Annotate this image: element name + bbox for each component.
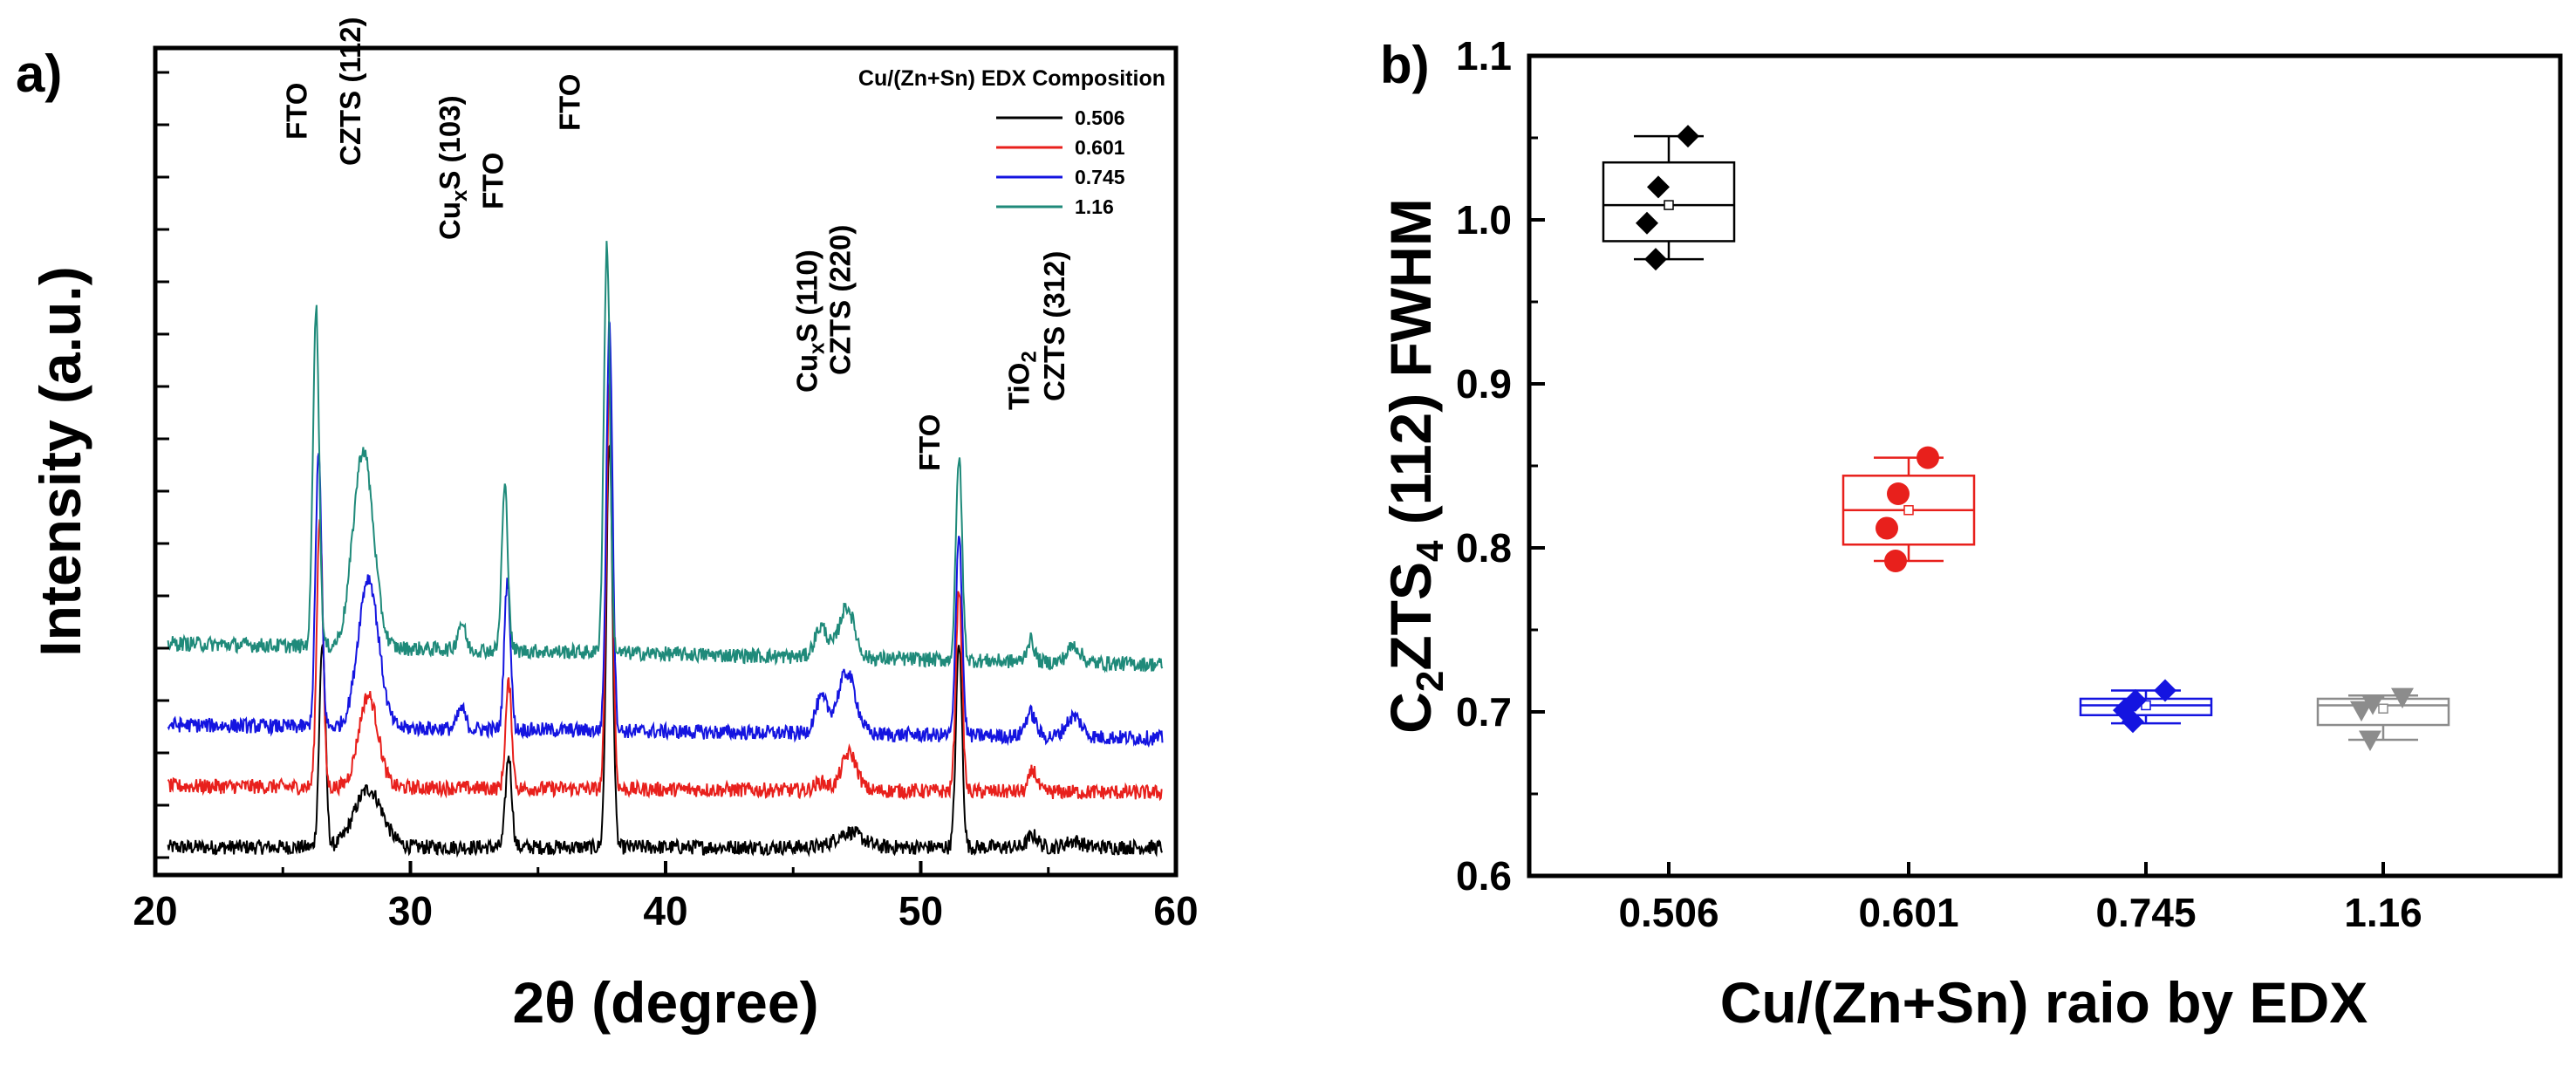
- x-tick-label: 0.601: [1858, 890, 1958, 935]
- peak-label: FTO: [553, 74, 585, 131]
- x-tick-label: 30: [388, 888, 433, 933]
- peak-label: TiO2: [1002, 351, 1041, 410]
- box-mean: [1664, 200, 1674, 210]
- legend-label: 0.506: [1075, 106, 1125, 129]
- peak-label: FTO: [281, 83, 313, 140]
- panel-a-y-axis: [155, 71, 169, 859]
- box-iqr: [1602, 161, 1736, 243]
- peak-label: CZTS (112): [334, 17, 366, 166]
- panel-b-frame: [1527, 53, 2563, 878]
- y-tick-label: 0.9: [1456, 361, 1512, 407]
- x-tick-label: 0.506: [1618, 890, 1718, 935]
- data-point: [2122, 710, 2144, 734]
- x-tick-label: 40: [643, 888, 687, 933]
- legend-label: 1.16: [1075, 195, 1114, 218]
- peak-label: CZTS (312): [1038, 251, 1070, 401]
- data-point: [2361, 694, 2384, 715]
- panel-a-y-axis-title: Intensity (a.u.): [28, 266, 92, 656]
- data-point: [2359, 730, 2381, 751]
- data-point: [1677, 125, 1699, 148]
- panel-b-y-axis: 0.6 0.7 0.8 0.9 1.0 1.1: [1456, 33, 1545, 899]
- data-point: [1884, 550, 1907, 573]
- peak-label: CuxS (103): [434, 95, 472, 240]
- x-tick-label: 60: [1153, 888, 1198, 933]
- data-point: [1636, 211, 1658, 235]
- box-group-0.745: [2079, 679, 2213, 734]
- box-group-1.16: [2316, 687, 2450, 751]
- peak-label: CuxS (110): [791, 250, 830, 393]
- panel-a-x-axis-title: 2θ (degree): [512, 970, 818, 1035]
- box-group-0.601: [1841, 446, 1976, 573]
- xrd-series-line-0.506: [167, 443, 1164, 858]
- box-mean: [2378, 703, 2388, 714]
- data-point: [1647, 175, 1670, 199]
- panel-b-x-axis-title: Cu/(Zn+Sn) raio by EDX: [1720, 970, 2368, 1035]
- panel-a-series-group: [167, 241, 1164, 858]
- panel-a-xrd-chart: a) 20 30 40 50 60 FTO CZTS (112)CuxS (103) FTO…: [16, 17, 1199, 1035]
- panel-a-frame: [153, 45, 1179, 878]
- legend-title: Cu/(Zn+Sn) EDX Composition: [858, 66, 1165, 91]
- data-point: [2350, 701, 2373, 722]
- data-point: [1876, 516, 1898, 540]
- x-tick-label: 0.745: [2095, 890, 2196, 935]
- panel-b-boxes-group: [1602, 125, 2450, 751]
- peak-label: FTO: [913, 414, 946, 471]
- panel-a-x-axis: 20 30 40 50 60: [133, 861, 1199, 933]
- legend-label: 0.745: [1075, 166, 1125, 188]
- panel-b-y-axis-title: C2ZTS4 (112) FWHM: [1378, 198, 1452, 734]
- legend-label: 0.601: [1075, 136, 1125, 159]
- peak-label: FTO: [477, 153, 509, 209]
- box-iqr: [2316, 697, 2450, 727]
- data-point: [2391, 687, 2414, 709]
- y-tick-label: 1.0: [1456, 197, 1512, 243]
- data-point: [2154, 679, 2176, 702]
- y-tick-label: 0.6: [1456, 853, 1512, 899]
- data-point: [1917, 446, 1939, 469]
- y-tick-label: 1.1: [1456, 33, 1512, 79]
- panel-a-label: a): [16, 44, 62, 103]
- box-iqr: [2079, 697, 2213, 717]
- panel-b-label: b): [1380, 36, 1430, 94]
- peak-label: CZTS (220): [824, 225, 857, 375]
- xrd-series-line-0.745: [167, 321, 1164, 748]
- xrd-series-line-0.601: [167, 382, 1163, 802]
- xrd-series-line-1.16: [167, 241, 1164, 673]
- panel-b-x-axis: 0.506 0.601 0.745 1.16: [1618, 862, 2422, 935]
- box-mean: [1903, 505, 1914, 516]
- panel-a-legend: Cu/(Zn+Sn) EDX Composition 0.506 0.601 0.7…: [858, 66, 1165, 218]
- data-point: [1644, 248, 1667, 271]
- y-tick-label: 0.7: [1456, 689, 1512, 735]
- box-group-0.506: [1602, 125, 1736, 271]
- x-tick-label: 50: [899, 888, 943, 933]
- data-point: [1887, 482, 1910, 505]
- y-tick-label: 0.8: [1456, 525, 1512, 571]
- panel-b-fwhm-boxplot: b) 0.6 0.7 0.8 0.9 1.0 1.1 0.506 0.601 0.745 1.1…: [1378, 33, 2563, 1035]
- x-tick-label: 1.16: [2344, 890, 2422, 935]
- x-tick-label: 20: [133, 888, 177, 933]
